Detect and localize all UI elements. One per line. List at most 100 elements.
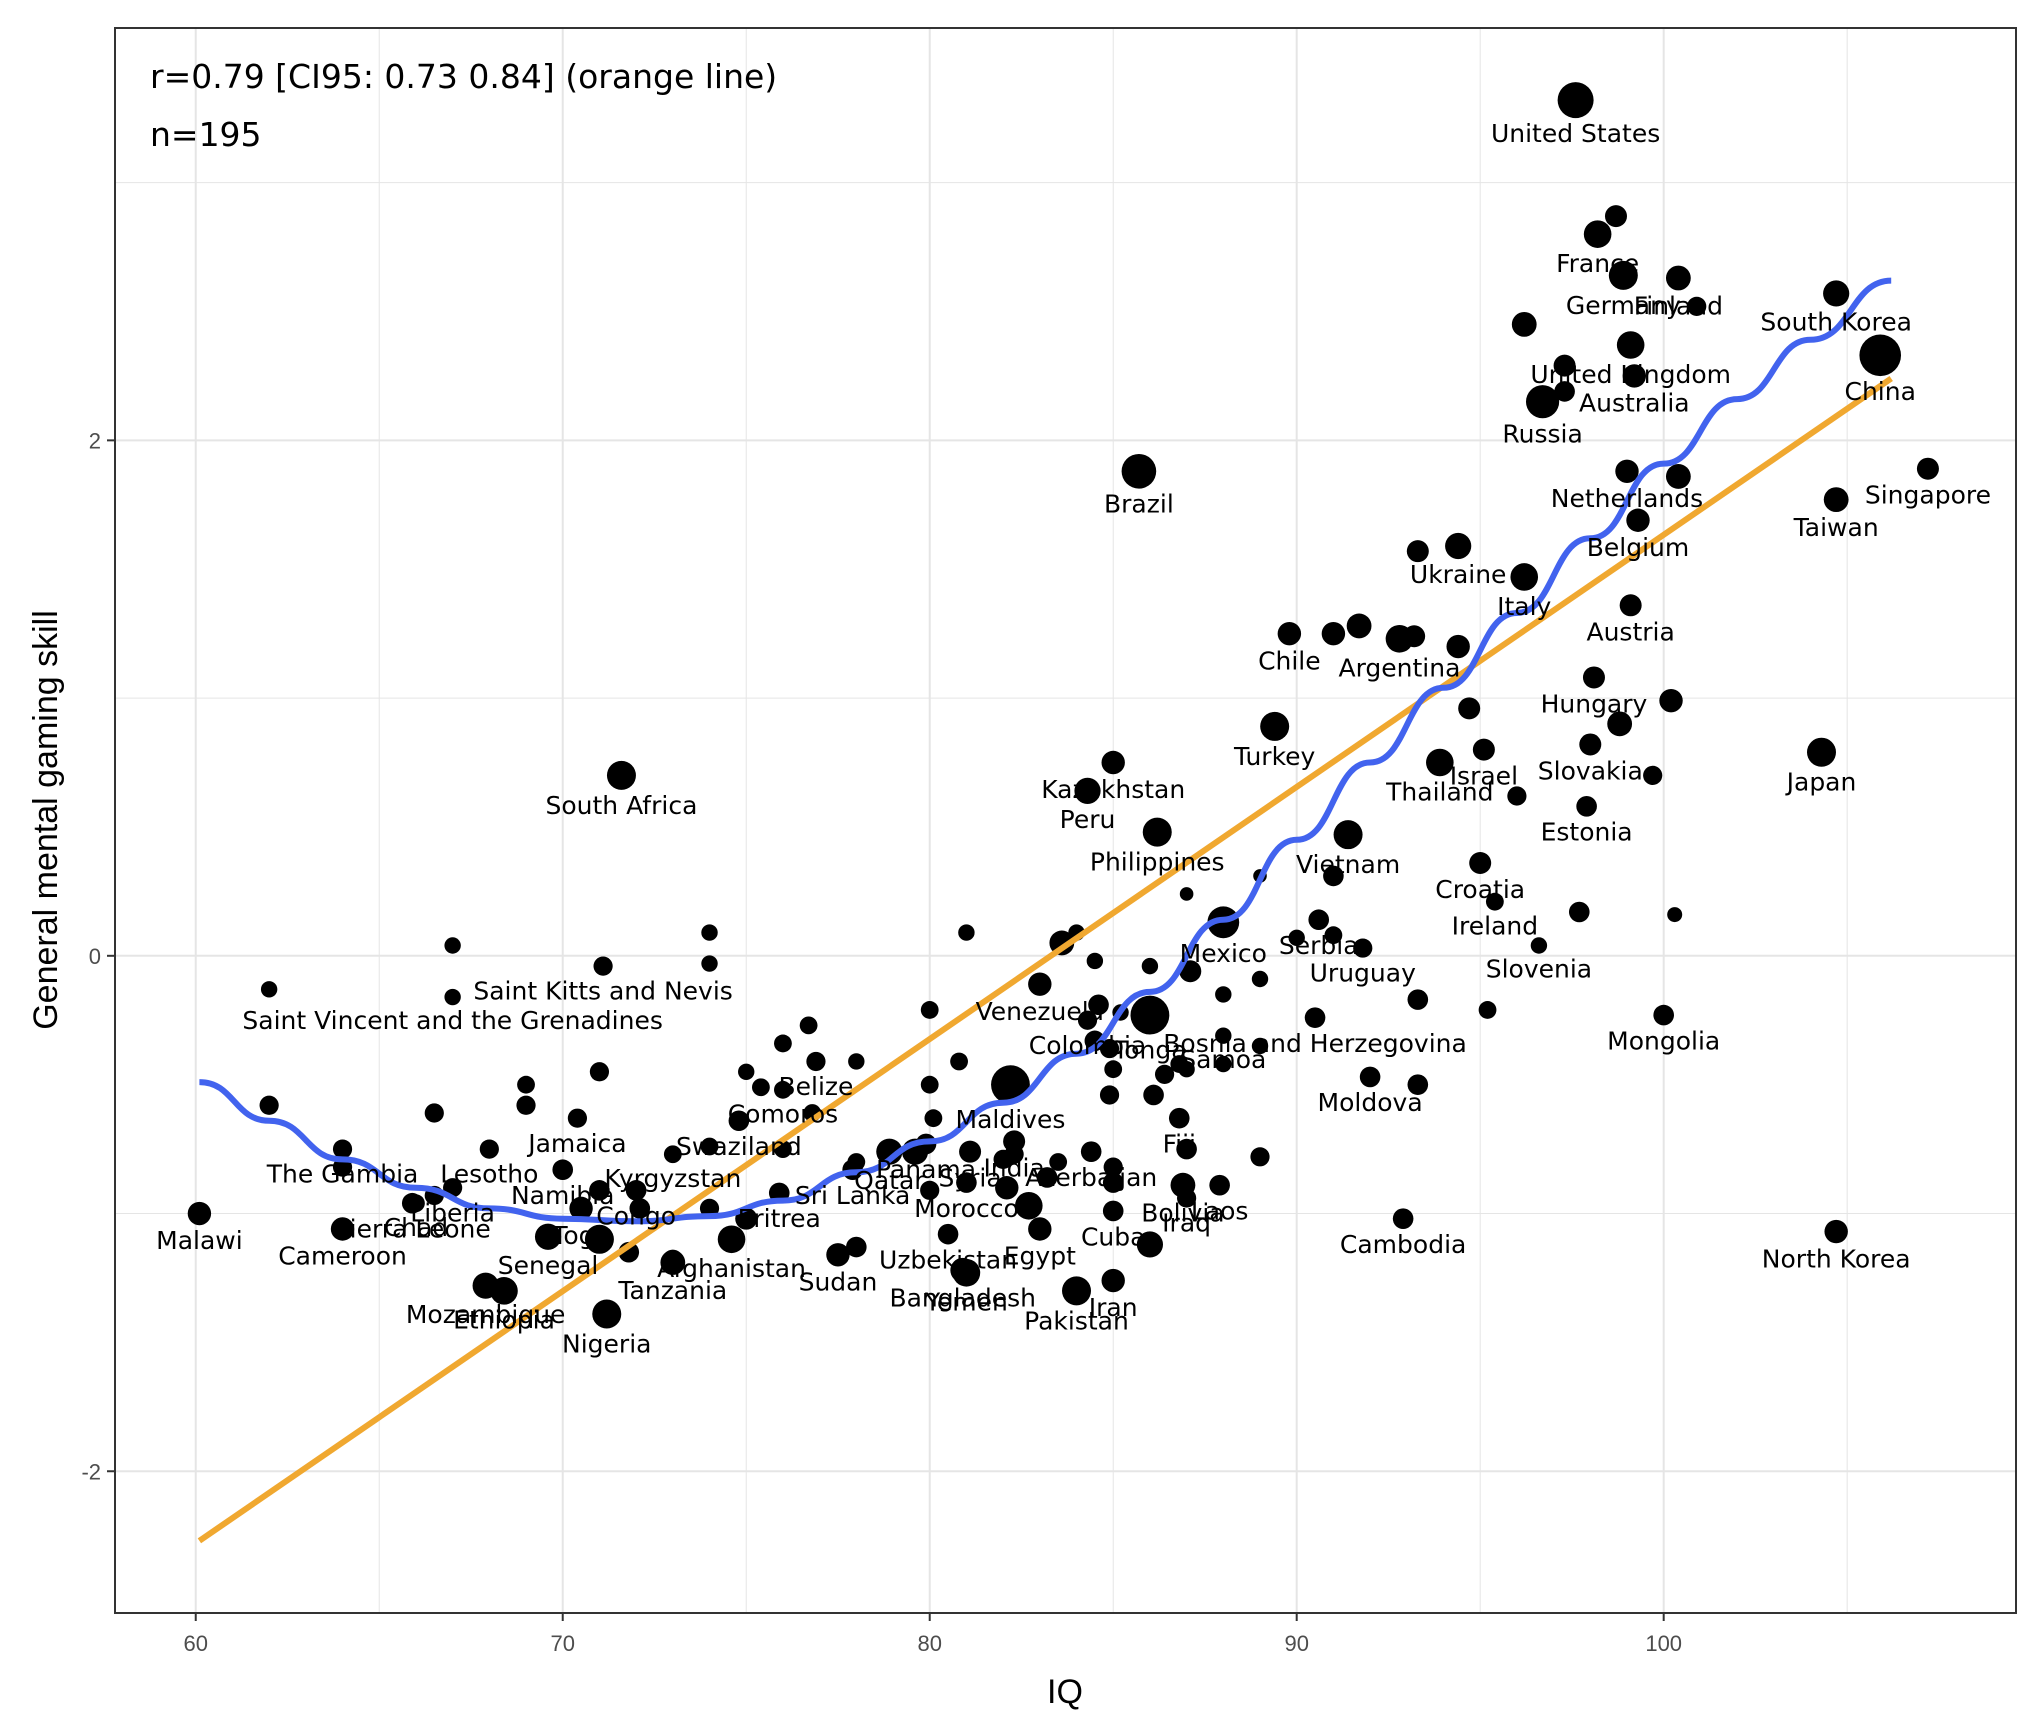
data-point (1653, 1004, 1674, 1026)
data-point (738, 1063, 755, 1080)
data-point (937, 1223, 959, 1245)
data-point (806, 1051, 826, 1072)
data-point (1099, 1038, 1120, 1059)
data-point (958, 924, 975, 941)
data-point (479, 1139, 499, 1159)
country-label: Panama (876, 1155, 976, 1184)
data-point (1478, 1001, 1497, 1019)
data-point (1403, 625, 1426, 648)
data-point (1616, 331, 1645, 359)
country-label: Belize (778, 1072, 853, 1101)
country-label: Fiji (1163, 1129, 1196, 1158)
data-point (625, 1180, 647, 1201)
x-tick-label: 80 (917, 1631, 941, 1656)
data-point (629, 1198, 651, 1219)
data-point (1304, 1007, 1326, 1028)
country-label: Eritrea (738, 1204, 821, 1233)
data-point (1215, 1027, 1232, 1044)
data-point (1859, 334, 1902, 377)
country-label: Thailand (1385, 777, 1493, 806)
data-point (1643, 765, 1663, 785)
data-point (1510, 563, 1539, 591)
data-point (1665, 265, 1691, 291)
country-label: Laos (1191, 1196, 1249, 1225)
data-point (751, 1078, 770, 1097)
country-label: South Africa (545, 791, 697, 820)
data-point (1458, 697, 1481, 720)
country-label: Jamaica (526, 1129, 626, 1158)
country-label: Turkey (1233, 742, 1316, 771)
data-point (1525, 385, 1560, 419)
data-point (1579, 733, 1602, 756)
data-point (1168, 1107, 1190, 1129)
country-label: Azerbaijan (1025, 1163, 1157, 1192)
data-point (517, 1075, 535, 1094)
axes: 60 70 80 90 100 -2 0 2 (81, 428, 1682, 1656)
country-label: Finland (1634, 291, 1723, 320)
data-point (1177, 1188, 1197, 1208)
annotation-correlation: r=0.79 [CI95: 0.73 0.84] (orange line) (150, 57, 777, 96)
data-point (1622, 364, 1647, 388)
country-label: Syria (938, 1164, 1001, 1193)
data-point (846, 1236, 867, 1258)
data-point (1568, 901, 1590, 923)
country-label: Saint Kitts and Nevis (473, 977, 732, 1006)
data-point (1359, 1066, 1381, 1088)
data-point (407, 1194, 425, 1213)
data-point (1445, 532, 1472, 560)
country-label: Slovakia (1538, 756, 1643, 785)
data-point (1178, 1061, 1195, 1078)
data-point (1102, 1200, 1124, 1222)
country-label: Germany (1566, 291, 1681, 320)
data-point (1553, 354, 1576, 377)
data-point (1659, 688, 1683, 713)
data-point (567, 1108, 588, 1128)
country-label: Japan (1785, 768, 1857, 797)
data-point (995, 1176, 1019, 1200)
country-label: Cambodia (1340, 1230, 1466, 1259)
country-label: Belgium (1587, 533, 1690, 562)
data-point (1469, 852, 1492, 875)
y-axis-title: General mental gaming skill (27, 610, 65, 1030)
data-point (1103, 1157, 1123, 1177)
country-label: Slovenia (1486, 955, 1592, 984)
data-point (1324, 926, 1343, 945)
data-point (1121, 453, 1157, 489)
country-label: Nigeria (562, 1330, 651, 1359)
linear-fit-line (197, 376, 1893, 1544)
country-label: Ukraine (1410, 560, 1507, 589)
country-label: Tonga (1112, 1035, 1186, 1064)
data-point (552, 1159, 574, 1181)
country-label: Venezuela (976, 997, 1104, 1026)
data-point (1626, 508, 1650, 532)
country-label: Pakistan (1024, 1306, 1129, 1335)
data-point (920, 1075, 939, 1094)
data-point (991, 1065, 1030, 1105)
y-tick-label: -2 (81, 1459, 101, 1484)
data-point (1215, 986, 1232, 1003)
country-label: Congo (596, 1202, 676, 1231)
data-point (1687, 296, 1707, 316)
country-label: United Kingdom (1530, 360, 1731, 389)
data-point (1209, 1174, 1230, 1196)
country-label: South Korea (1760, 308, 1911, 337)
data-point (993, 1149, 1013, 1170)
data-point (920, 1180, 940, 1200)
data-point (1215, 1055, 1232, 1073)
data-point (1823, 280, 1850, 307)
panel-border (114, 27, 2017, 1614)
data-point (589, 1062, 610, 1082)
data-point (1582, 666, 1605, 689)
country-label: Estonia (1541, 818, 1633, 847)
data-point (1583, 220, 1612, 248)
country-label: Ireland (1452, 912, 1538, 941)
y-tick-label: 2 (89, 428, 101, 453)
data-point (1308, 909, 1330, 931)
data-point (1406, 540, 1429, 563)
data-point (956, 1172, 977, 1193)
data-point (1823, 487, 1849, 513)
country-label: Namibia (511, 1181, 614, 1210)
country-label: Bosnia and Herzegovina (1163, 1029, 1467, 1058)
